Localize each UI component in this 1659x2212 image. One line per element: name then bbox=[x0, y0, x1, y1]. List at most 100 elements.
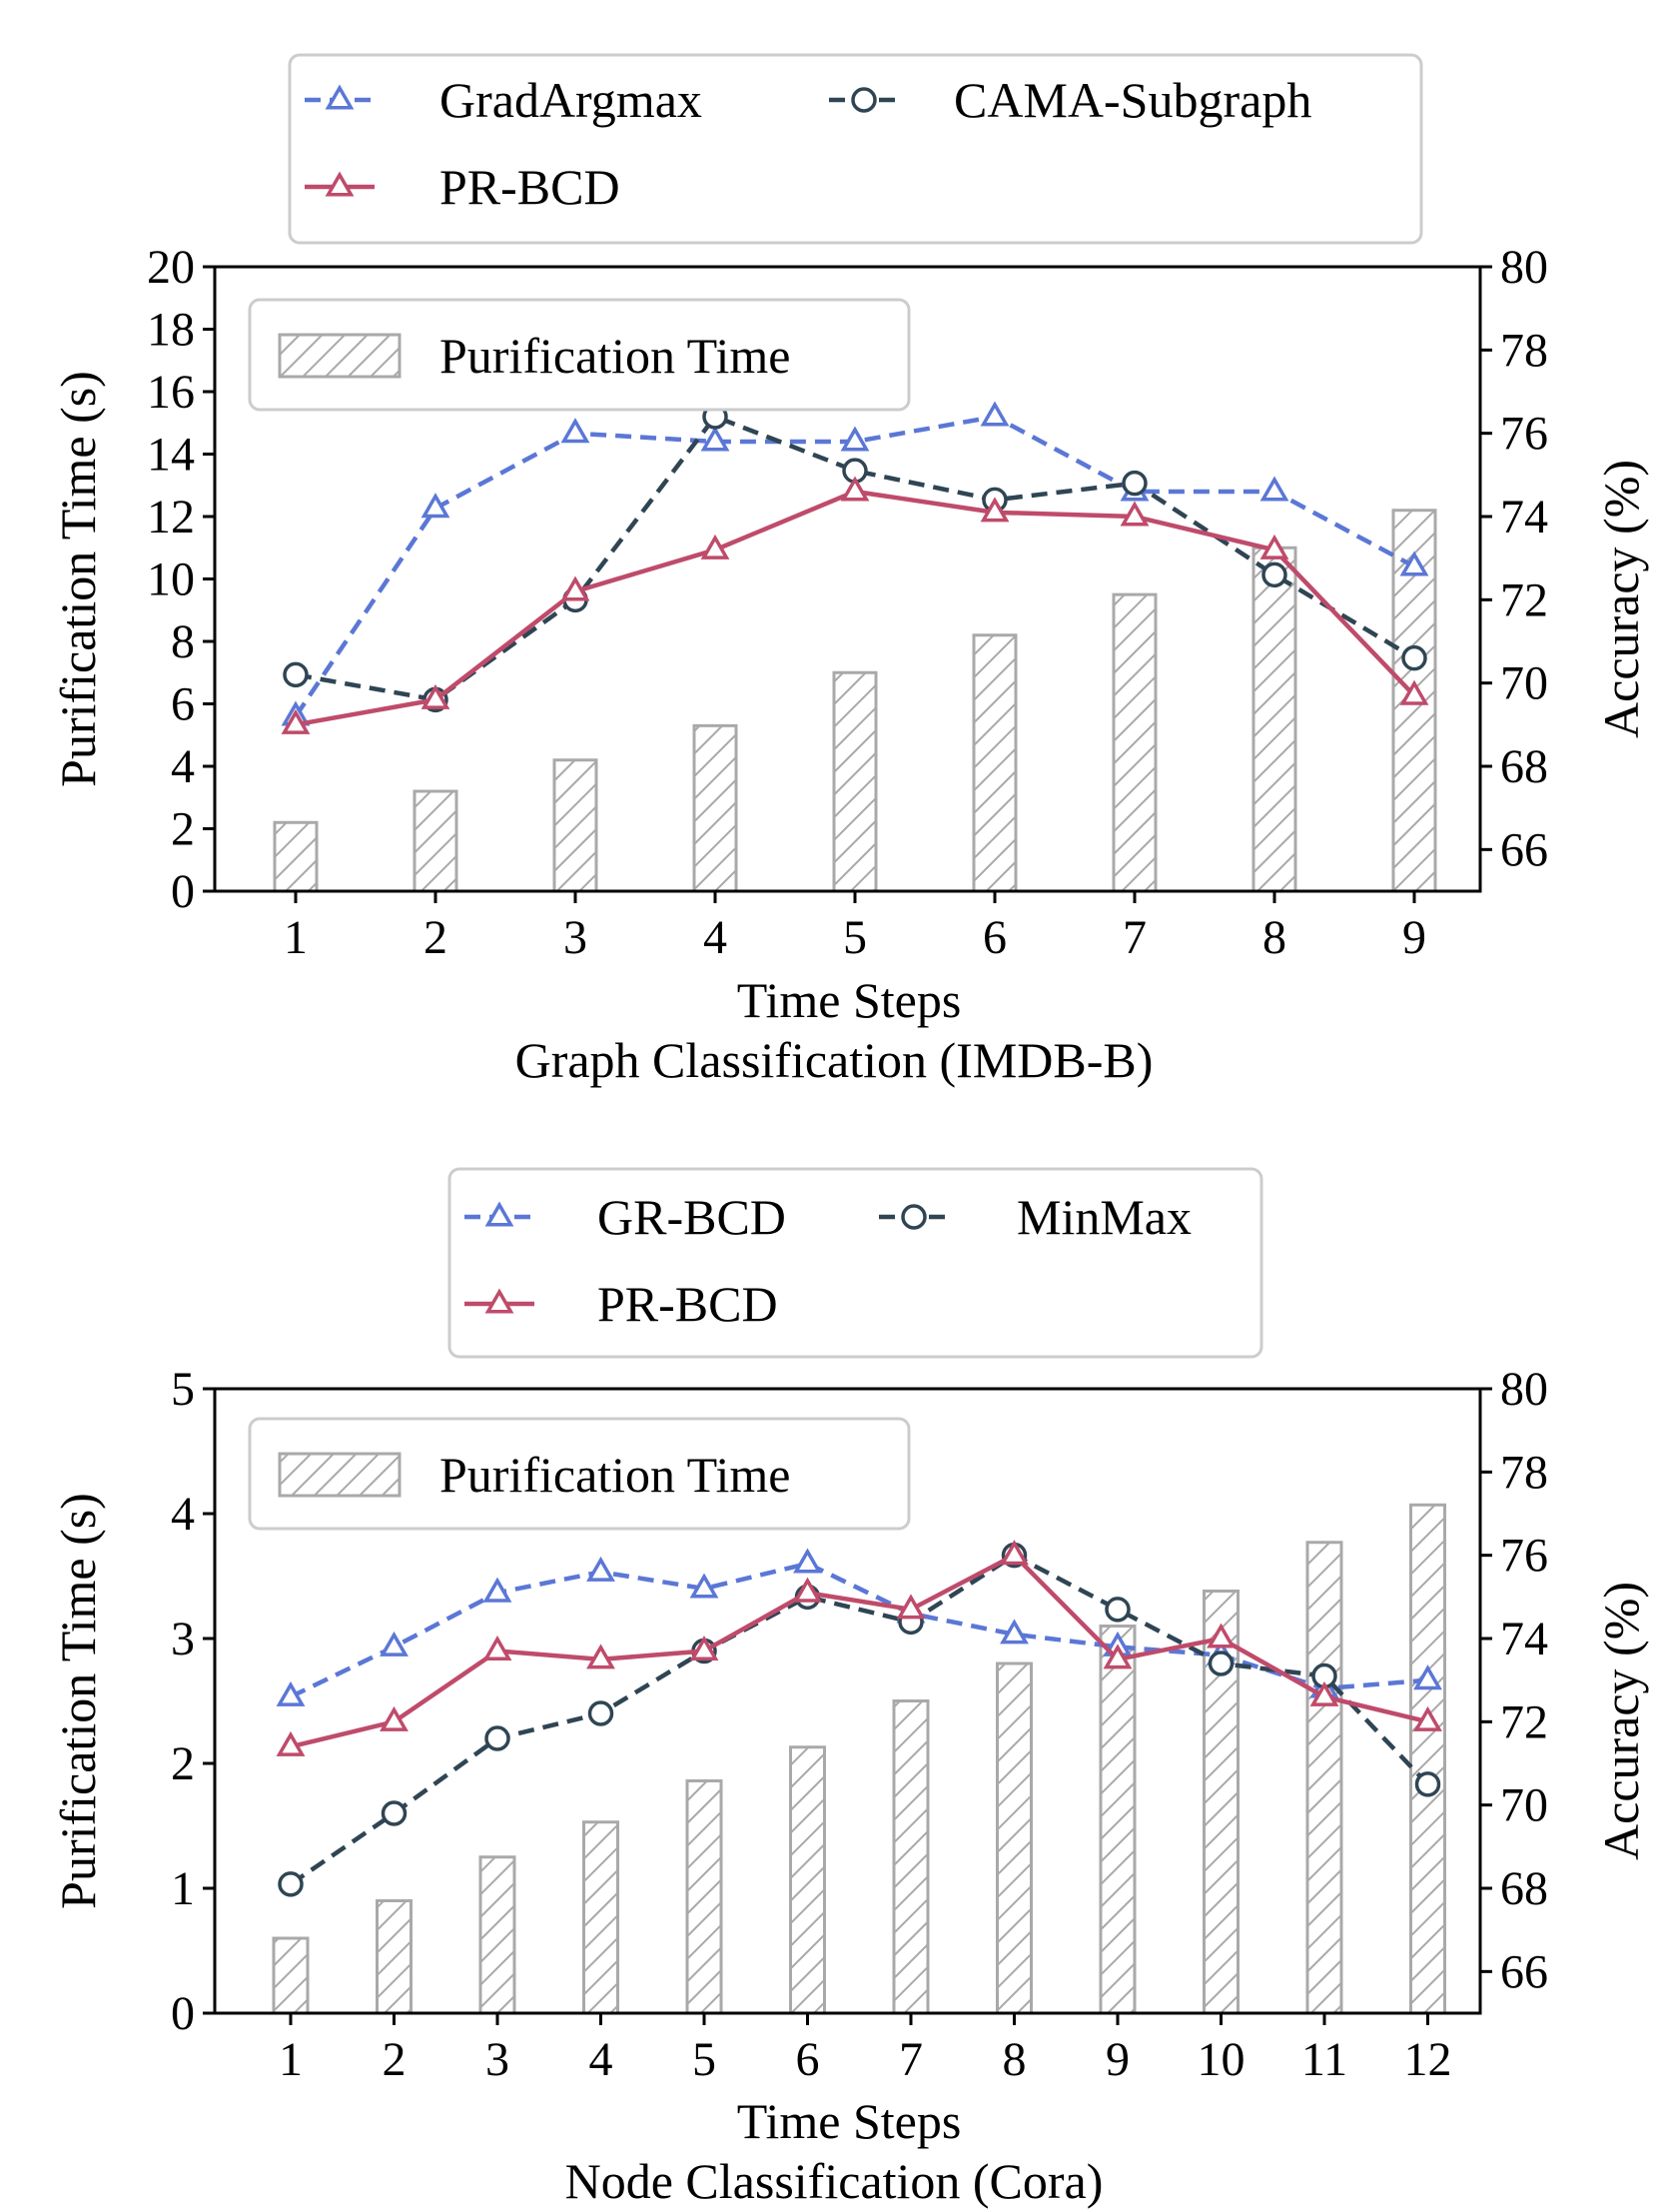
y-left-tick-label: 3 bbox=[171, 1613, 195, 1665]
series-point-minmax bbox=[1414, 1771, 1441, 1797]
y-left-tick-label: 2 bbox=[171, 1737, 195, 1790]
y-left-tick-label: 6 bbox=[171, 678, 195, 731]
bar-legend-label: Purification Time bbox=[439, 328, 790, 384]
series-point-pr-bcd bbox=[380, 1705, 409, 1731]
series-point-gr-bcd bbox=[689, 1573, 719, 1599]
chart-1: 1 2 3 4 5 6 7 8 90246810121416182066687072747678… bbox=[50, 53, 1649, 1088]
series-point-pr-bcd bbox=[1259, 534, 1289, 559]
y-left-tick-label: 16 bbox=[147, 366, 195, 419]
x-tick-label: 7 bbox=[1123, 911, 1147, 964]
chart-caption: Graph Classification (IMDB-B) bbox=[515, 1032, 1154, 1088]
y-right-tick-label: 68 bbox=[1500, 740, 1548, 793]
series-point-pr-bcd bbox=[276, 1730, 306, 1756]
x-tick-label: 4 bbox=[703, 911, 727, 964]
series-point-pr-bcd bbox=[281, 708, 311, 734]
bar-purification-time bbox=[1251, 546, 1297, 893]
x-tick-label: 4 bbox=[589, 2033, 613, 2086]
bar-legend-swatch bbox=[278, 333, 402, 379]
legend-box bbox=[288, 53, 1423, 245]
legend-label-pr-bcd: PR-BCD bbox=[439, 159, 620, 215]
x-axis-label: Time Steps bbox=[737, 2093, 962, 2149]
bar-purification-time bbox=[582, 1820, 619, 2015]
legend-marker-minmax bbox=[901, 1204, 927, 1230]
legend-label-minmax: MinMax bbox=[1017, 1189, 1192, 1245]
y-right-tick-label: 80 bbox=[1500, 1363, 1548, 1416]
y-right-tick-label: 74 bbox=[1500, 491, 1548, 544]
series-point-pr-bcd bbox=[896, 1594, 926, 1620]
legend-marker-pr-bcd bbox=[484, 1288, 514, 1314]
y-left-tick-label: 4 bbox=[171, 740, 195, 793]
series-point-pr-bcd bbox=[689, 1635, 719, 1661]
y-left-tick-label: 18 bbox=[147, 304, 195, 357]
x-tick-label: 9 bbox=[1106, 2033, 1130, 2086]
series-point-minmax bbox=[484, 1725, 510, 1751]
series-point-pr-bcd bbox=[482, 1635, 512, 1661]
bar-legend-swatch bbox=[278, 1452, 402, 1498]
y-left-tick-label: 2 bbox=[171, 803, 195, 856]
bar-purification-time bbox=[376, 1899, 413, 2015]
series-point-cama-subgraph bbox=[1122, 470, 1148, 497]
bar-legend: Purification Time bbox=[248, 1417, 911, 1531]
y-right-tick-label: 70 bbox=[1500, 1779, 1548, 1832]
bar-purification-time bbox=[552, 758, 598, 893]
series-point-cama-subgraph bbox=[1401, 644, 1427, 671]
series-point-pr-bcd bbox=[420, 683, 450, 709]
bar-purification-time bbox=[1305, 1541, 1343, 2015]
y-axis-right-label: Accuracy (%) bbox=[1593, 460, 1649, 738]
series-point-gradargmax bbox=[980, 401, 1010, 427]
bar-purification-time bbox=[478, 1855, 516, 2015]
legend-label-pr-bcd: PR-BCD bbox=[597, 1276, 778, 1332]
series-point-gradargmax bbox=[840, 426, 870, 452]
series-point-pr-bcd bbox=[1207, 1623, 1236, 1649]
series-point-minmax bbox=[1208, 1651, 1235, 1676]
series-point-gr-bcd bbox=[276, 1680, 306, 1706]
y-left-tick-label: 20 bbox=[147, 241, 195, 294]
y-left-tick-label: 1 bbox=[171, 1862, 195, 1915]
series-point-minmax bbox=[587, 1700, 614, 1726]
y-right-tick-label: 72 bbox=[1500, 573, 1548, 626]
series-point-gradargmax bbox=[560, 418, 590, 444]
x-tick-label: 11 bbox=[1301, 2033, 1347, 2086]
legend-label-gradargmax: GradArgmax bbox=[439, 72, 702, 128]
x-tick-label: 9 bbox=[1402, 911, 1426, 964]
x-tick-label: 1 bbox=[279, 2033, 303, 2086]
y-axis-left-label: Purification Time (s) bbox=[50, 1493, 106, 1909]
bar-legend: Purification Time bbox=[248, 298, 911, 412]
series-legend: GradArgmax CAMA-Subgraph PR-BCD bbox=[288, 53, 1423, 245]
series-line-minmax bbox=[289, 1553, 1430, 1886]
series-point-gradargmax bbox=[1259, 476, 1289, 502]
y-axis-right-label: Accuracy (%) bbox=[1593, 1582, 1649, 1860]
legend-label-gr-bcd: GR-BCD bbox=[597, 1189, 786, 1245]
series-point-minmax bbox=[381, 1800, 408, 1826]
bar-purification-time bbox=[692, 723, 738, 893]
x-tick-label: 5 bbox=[692, 2033, 716, 2086]
bar-purification-time bbox=[685, 1779, 723, 2015]
bar-purification-time bbox=[1409, 1503, 1446, 2015]
y-right-tick-label: 76 bbox=[1500, 408, 1548, 461]
bar-purification-time bbox=[832, 670, 878, 893]
series-point-pr-bcd bbox=[1000, 1540, 1029, 1566]
x-tick-label: 1 bbox=[284, 911, 308, 964]
bar-legend-box bbox=[248, 1417, 911, 1531]
series-point-gr-bcd bbox=[482, 1577, 512, 1603]
y-left-tick-label: 0 bbox=[171, 1987, 195, 2040]
series-point-gradargmax bbox=[420, 493, 450, 519]
series-legend: GR-BCD MinMax PR-BCD bbox=[447, 1167, 1263, 1359]
legend-box bbox=[447, 1167, 1263, 1359]
series-point-pr-bcd bbox=[1103, 1644, 1133, 1669]
legend-marker-pr-bcd bbox=[325, 171, 355, 197]
bar-purification-time bbox=[996, 1661, 1033, 2015]
chart-caption: Node Classification (Cora) bbox=[565, 2153, 1104, 2209]
legend-label-cama-subgraph: CAMA-Subgraph bbox=[954, 72, 1311, 128]
series-point-gradargmax bbox=[700, 426, 730, 452]
y-right-tick-label: 70 bbox=[1500, 657, 1548, 710]
series-point-gr-bcd bbox=[1413, 1664, 1442, 1690]
bar-purification-time bbox=[1112, 592, 1158, 893]
series-point-minmax bbox=[278, 1871, 304, 1897]
y-right-tick-label: 74 bbox=[1500, 1613, 1548, 1665]
x-tick-label: 2 bbox=[423, 911, 447, 964]
series-line-pr-bcd bbox=[290, 1552, 1429, 1749]
series-point-pr-bcd bbox=[793, 1577, 822, 1603]
bar-purification-time bbox=[892, 1699, 930, 2015]
y-right-tick-label: 72 bbox=[1500, 1695, 1548, 1748]
